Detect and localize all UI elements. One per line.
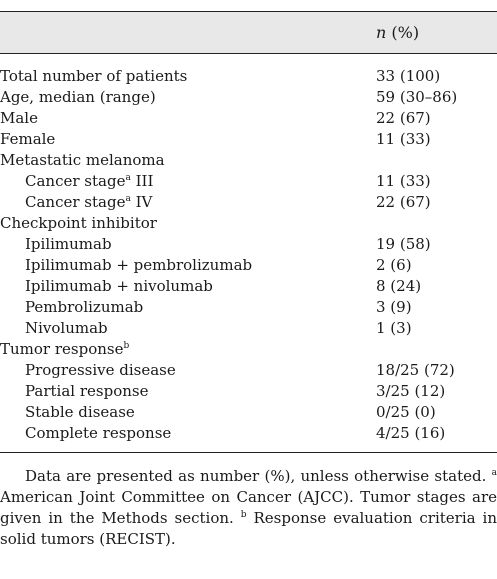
table-row: Male 22 (67) [0, 108, 497, 129]
row-label: Age, median (range) [0, 87, 156, 108]
table-row: Nivolumab 1 (3) [0, 318, 497, 339]
row-label-text: Ipilimumab + pembrolizumab [25, 256, 253, 274]
table-body: Total number of patients 33 (100) Age, med… [0, 66, 497, 444]
row-label-text: Partial response [25, 382, 149, 400]
table-row: Age, median (range) 59 (30–86) [0, 87, 497, 108]
row-label: Ipilimumab + pembrolizumab [25, 255, 252, 276]
table-row: Stable disease 0/25 (0) [0, 402, 497, 423]
table-row: Progressive disease 18/25 (72) [0, 360, 497, 381]
table-footnote: Data are presented as number (%), unless… [0, 466, 497, 550]
row-label: Checkpoint inhibitor [0, 213, 157, 234]
footnote-b-marker: b [240, 510, 247, 520]
row-label: Tumor responseb [0, 339, 129, 360]
row-value: 11 (33) [376, 172, 431, 190]
table-row: Tumor responseb [0, 339, 497, 360]
row-label-text: Complete response [25, 424, 172, 442]
row-label: Total number of patients [0, 66, 187, 87]
row-label-text: Checkpoint inhibitor [0, 214, 157, 232]
row-label-text: Cancer stage [25, 172, 126, 190]
row-label-text: Pembrolizumab [25, 298, 144, 316]
row-label: Ipilimumab [25, 234, 112, 255]
table-row: Cancer stagea III 11 (33) [0, 171, 497, 192]
row-label: Metastatic melanoma [0, 150, 165, 171]
row-label-text: Female [0, 130, 56, 148]
row-value: 3 (9) [376, 298, 412, 316]
row-label: Cancer stagea III [25, 171, 153, 192]
row-value: 11 (33) [376, 130, 431, 148]
row-label: Stable disease [25, 402, 135, 423]
footnote-a-marker: a [491, 468, 497, 478]
row-label-footnote-marker: b [123, 341, 130, 351]
row-value: 22 (67) [376, 193, 431, 211]
row-value: 18/25 (72) [376, 361, 455, 379]
table-row: Pembrolizumab 3 (9) [0, 297, 497, 318]
row-value: 2 (6) [376, 256, 412, 274]
row-label-text: Total number of patients [0, 67, 188, 85]
row-label-footnote-marker: a [125, 173, 131, 183]
table-row: Metastatic melanoma [0, 150, 497, 171]
row-label-tail: III [130, 172, 154, 190]
row-label-text: Progressive disease [25, 361, 176, 379]
row-label: Ipilimumab + nivolumab [25, 276, 213, 297]
row-value: 4/25 (16) [376, 424, 446, 442]
footnote-a-text: American Joint Committee on Cancer (AJCC… [0, 488, 497, 527]
row-label: Female [0, 129, 55, 150]
row-label-text: Ipilimumab + nivolumab [25, 277, 213, 295]
row-value: 0/25 (0) [376, 403, 436, 421]
row-value: 22 (67) [376, 109, 431, 127]
table-row: Cancer stagea IV 22 (67) [0, 192, 497, 213]
table-row: Ipilimumab 19 (58) [0, 234, 497, 255]
row-value: 59 (30–86) [376, 88, 458, 106]
bottom-rule [0, 452, 497, 453]
row-label-text: Metastatic melanoma [0, 151, 165, 169]
column-header-pct: (%) [386, 23, 420, 42]
table-row: Checkpoint inhibitor [0, 213, 497, 234]
row-label: Pembrolizumab [25, 297, 143, 318]
footnote-general: Data are presented as number (%), unless… [25, 467, 487, 485]
table-row: Female 11 (33) [0, 129, 497, 150]
row-label-text: Nivolumab [25, 319, 108, 337]
header-band [0, 12, 497, 53]
row-label: Male [0, 108, 38, 129]
row-value: 19 (58) [376, 235, 431, 253]
row-label-text: Male [0, 109, 38, 127]
row-value: 33 (100) [376, 67, 441, 85]
row-label: Cancer stagea IV [25, 192, 152, 213]
row-label-text: Stable disease [25, 403, 135, 421]
row-value: 1 (3) [376, 319, 412, 337]
table-row: Partial response 3/25 (12) [0, 381, 497, 402]
footnote-b-text: Response evaluation criteria in solid tu… [0, 509, 497, 548]
row-label-text: Tumor response [0, 340, 124, 358]
column-header: n (%) [376, 22, 419, 44]
row-label: Progressive disease [25, 360, 176, 381]
row-label-text: Ipilimumab [25, 235, 112, 253]
table-row: Ipilimumab + nivolumab 8 (24) [0, 276, 497, 297]
table-row: Total number of patients 33 (100) [0, 66, 497, 87]
table-row: Ipilimumab + pembrolizumab 2 (6) [0, 255, 497, 276]
column-header-n: n [376, 23, 387, 42]
row-label-footnote-marker: a [125, 194, 131, 204]
header-rule [0, 53, 497, 54]
row-value: 8 (24) [376, 277, 422, 295]
row-label: Complete response [25, 423, 171, 444]
table-row: Complete response 4/25 (16) [0, 423, 497, 444]
row-label-text: Age, median (range) [0, 88, 156, 106]
row-label-text: Cancer stage [25, 193, 126, 211]
top-rule [0, 11, 497, 12]
row-value: 3/25 (12) [376, 382, 446, 400]
row-label: Nivolumab [25, 318, 108, 339]
row-label-tail: IV [130, 193, 153, 211]
row-label: Partial response [25, 381, 148, 402]
